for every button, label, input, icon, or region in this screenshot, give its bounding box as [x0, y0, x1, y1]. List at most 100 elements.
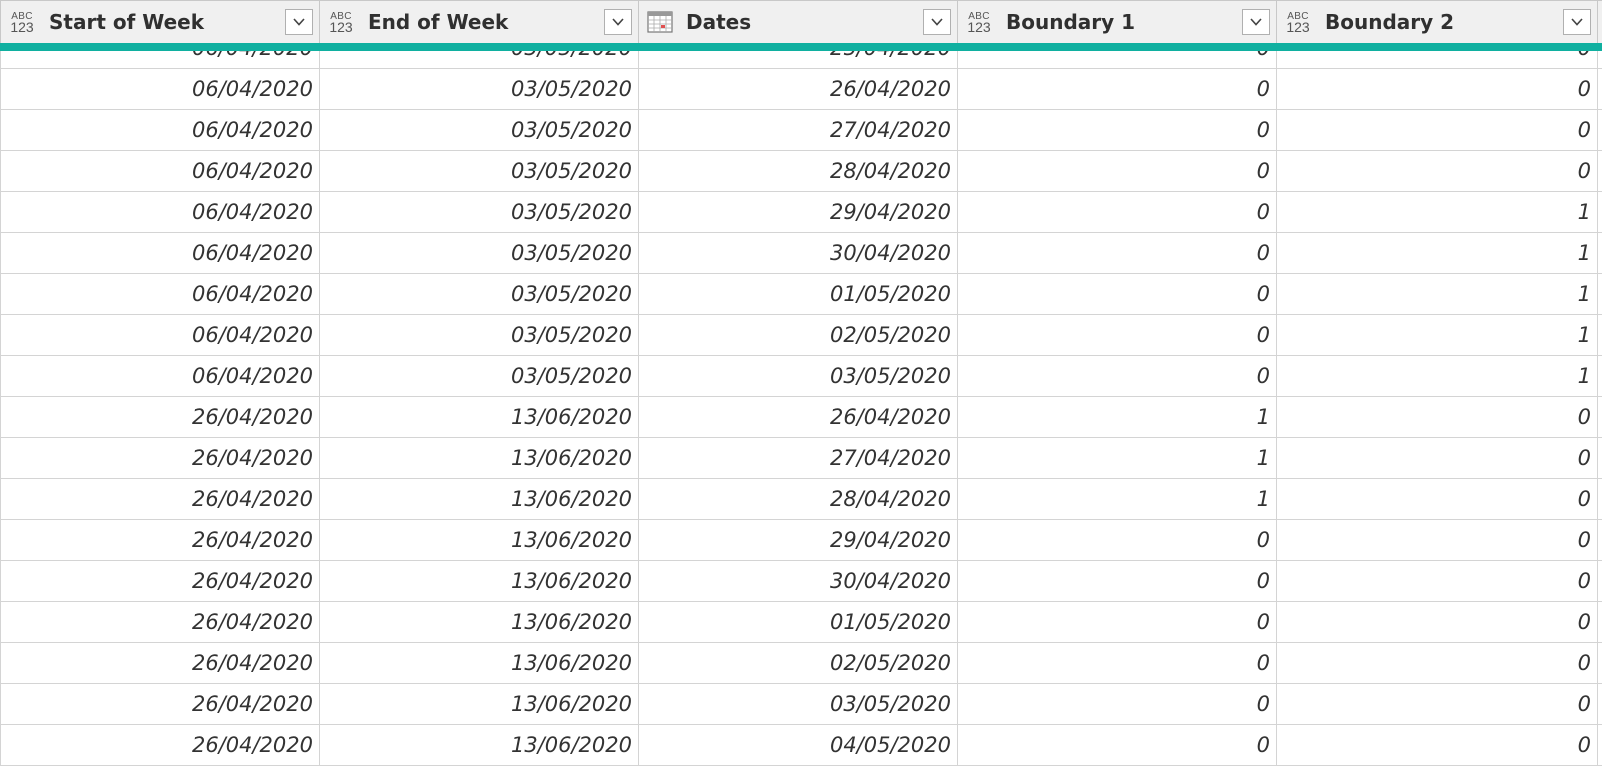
table-cell[interactable]: 13/06/2020	[319, 479, 639, 519]
table-row[interactable]: 06/04/2020 03/05/2020 29/04/2020 0 1	[0, 192, 1602, 233]
table-cell[interactable]: 26/04/2020	[0, 438, 320, 478]
column-filter-dropdown-button[interactable]	[923, 9, 951, 35]
calendar-icon[interactable]	[647, 11, 673, 33]
table-cell[interactable]: 03/05/2020	[638, 684, 958, 724]
table-cell[interactable]: 06/04/2020	[0, 192, 320, 232]
table-cell[interactable]: 03/05/2020	[319, 151, 639, 191]
table-cell[interactable]: 03/05/2020	[319, 233, 639, 273]
column-header-boundary-1[interactable]: ABC 123 Boundary 1	[957, 1, 1277, 43]
table-cell[interactable]: 13/06/2020	[319, 520, 639, 560]
table-row[interactable]: 06/04/2020 03/05/2020 30/04/2020 0 1	[0, 233, 1602, 274]
table-cell[interactable]: 0	[1276, 479, 1598, 519]
table-cell[interactable]: 0	[1276, 561, 1598, 601]
table-row[interactable]: 26/04/2020 13/06/2020 30/04/2020 0 0	[0, 561, 1602, 602]
table-cell[interactable]: 13/06/2020	[319, 438, 639, 478]
table-row[interactable]: 06/04/2020 03/05/2020 26/04/2020 0 0	[0, 69, 1602, 110]
column-header-start-of-week[interactable]: ABC 123 Start of Week	[0, 1, 320, 43]
column-header-end-of-week[interactable]: ABC 123 End of Week	[319, 1, 639, 43]
table-cell[interactable]: 1	[1276, 192, 1598, 232]
table-row[interactable]: 06/04/2020 03/05/2020 02/05/2020 0 1	[0, 315, 1602, 356]
table-cell[interactable]: 28/04/2020	[638, 479, 958, 519]
table-cell[interactable]: 03/05/2020	[319, 110, 639, 150]
table-row[interactable]: 26/04/2020 13/06/2020 29/04/2020 0 0	[0, 520, 1602, 561]
table-cell[interactable]: 06/04/2020	[0, 315, 320, 355]
table-cell[interactable]: 1	[1276, 274, 1598, 314]
table-row[interactable]: 26/04/2020 13/06/2020 27/04/2020 1 0	[0, 438, 1602, 479]
table-cell[interactable]: 0	[957, 315, 1277, 355]
table-cell[interactable]: 0	[957, 643, 1277, 683]
table-cell[interactable]: 26/04/2020	[0, 561, 320, 601]
table-cell[interactable]: 29/04/2020	[638, 192, 958, 232]
table-cell[interactable]: 06/04/2020	[0, 151, 320, 191]
table-cell[interactable]: 01/05/2020	[638, 602, 958, 642]
table-cell[interactable]: 0	[957, 274, 1277, 314]
table-cell[interactable]: 26/04/2020	[0, 397, 320, 437]
table-cell[interactable]: 0	[1276, 151, 1598, 191]
table-cell[interactable]: 1	[957, 479, 1277, 519]
table-cell[interactable]: 0	[957, 233, 1277, 273]
table-cell[interactable]: 0	[1276, 520, 1598, 560]
table-cell[interactable]: 0	[957, 561, 1277, 601]
table-cell[interactable]: 26/04/2020	[0, 602, 320, 642]
table-cell[interactable]: 26/04/2020	[0, 684, 320, 724]
table-cell[interactable]: 0	[1276, 725, 1598, 765]
abc-123-icon[interactable]: ABC 123	[967, 11, 991, 35]
table-cell[interactable]: 1	[1276, 315, 1598, 355]
table-cell[interactable]: 03/05/2020	[638, 356, 958, 396]
abc-123-icon[interactable]: ABC 123	[1286, 11, 1310, 35]
table-cell[interactable]: 0	[1276, 684, 1598, 724]
table-row[interactable]: 06/04/2020 03/05/2020 01/05/2020 0 1	[0, 274, 1602, 315]
table-cell[interactable]: 30/04/2020	[638, 561, 958, 601]
table-cell[interactable]: 30/04/2020	[638, 233, 958, 273]
table-cell[interactable]: 26/04/2020	[0, 479, 320, 519]
table-row[interactable]: 26/04/2020 13/06/2020 02/05/2020 0 0	[0, 643, 1602, 684]
table-row[interactable]: 06/04/2020 03/05/2020 03/05/2020 0 1	[0, 356, 1602, 397]
table-cell[interactable]: 03/05/2020	[319, 315, 639, 355]
table-cell[interactable]: 1	[1276, 233, 1598, 273]
table-cell[interactable]: 13/06/2020	[319, 643, 639, 683]
abc-123-icon[interactable]: ABC 123	[329, 11, 353, 35]
table-cell[interactable]: 13/06/2020	[319, 397, 639, 437]
table-cell[interactable]: 26/04/2020	[0, 520, 320, 560]
table-cell[interactable]: 06/04/2020	[0, 233, 320, 273]
table-cell[interactable]: 0	[957, 192, 1277, 232]
table-row[interactable]: 06/04/2020 03/05/2020 28/04/2020 0 0	[0, 151, 1602, 192]
table-cell[interactable]: 13/06/2020	[319, 725, 639, 765]
table-cell[interactable]: 0	[957, 684, 1277, 724]
table-cell[interactable]: 03/05/2020	[319, 192, 639, 232]
table-cell[interactable]: 0	[957, 602, 1277, 642]
table-cell[interactable]: 1	[1276, 356, 1598, 396]
table-row[interactable]: 06/04/2020 03/05/2020 27/04/2020 0 0	[0, 110, 1602, 151]
table-cell[interactable]: 06/04/2020	[0, 356, 320, 396]
table-cell[interactable]: 13/06/2020	[319, 684, 639, 724]
table-cell[interactable]: 0	[957, 356, 1277, 396]
table-cell[interactable]: 1	[957, 438, 1277, 478]
table-cell[interactable]: 01/05/2020	[638, 274, 958, 314]
column-filter-dropdown-button[interactable]	[1563, 9, 1591, 35]
column-header-boundary-2[interactable]: ABC 123 Boundary 2	[1276, 1, 1598, 43]
column-header-dates[interactable]: Dates	[638, 1, 958, 43]
table-cell[interactable]: 26/04/2020	[638, 397, 958, 437]
table-cell[interactable]: 28/04/2020	[638, 151, 958, 191]
table-cell[interactable]: 03/05/2020	[319, 69, 639, 109]
table-cell[interactable]: 02/05/2020	[638, 315, 958, 355]
table-cell[interactable]: 0	[1276, 438, 1598, 478]
table-cell[interactable]: 27/04/2020	[638, 438, 958, 478]
table-cell[interactable]: 0	[1276, 69, 1598, 109]
column-filter-dropdown-button[interactable]	[285, 9, 313, 35]
table-cell[interactable]: 29/04/2020	[638, 520, 958, 560]
column-filter-dropdown-button[interactable]	[1242, 9, 1270, 35]
table-row[interactable]: 26/04/2020 13/06/2020 04/05/2020 0 0	[0, 725, 1602, 766]
table-cell[interactable]: 0	[957, 151, 1277, 191]
table-cell[interactable]: 06/04/2020	[0, 274, 320, 314]
table-cell[interactable]: 1	[957, 397, 1277, 437]
table-cell[interactable]: 0	[1276, 602, 1598, 642]
table-cell[interactable]: 0	[1276, 397, 1598, 437]
table-cell[interactable]: 06/04/2020	[0, 69, 320, 109]
table-cell[interactable]: 0	[957, 110, 1277, 150]
abc-123-icon[interactable]: ABC 123	[10, 11, 34, 35]
table-cell[interactable]: 03/05/2020	[319, 356, 639, 396]
table-row[interactable]: 26/04/2020 13/06/2020 03/05/2020 0 0	[0, 684, 1602, 725]
table-cell[interactable]: 06/04/2020	[0, 110, 320, 150]
column-filter-dropdown-button[interactable]	[604, 9, 632, 35]
